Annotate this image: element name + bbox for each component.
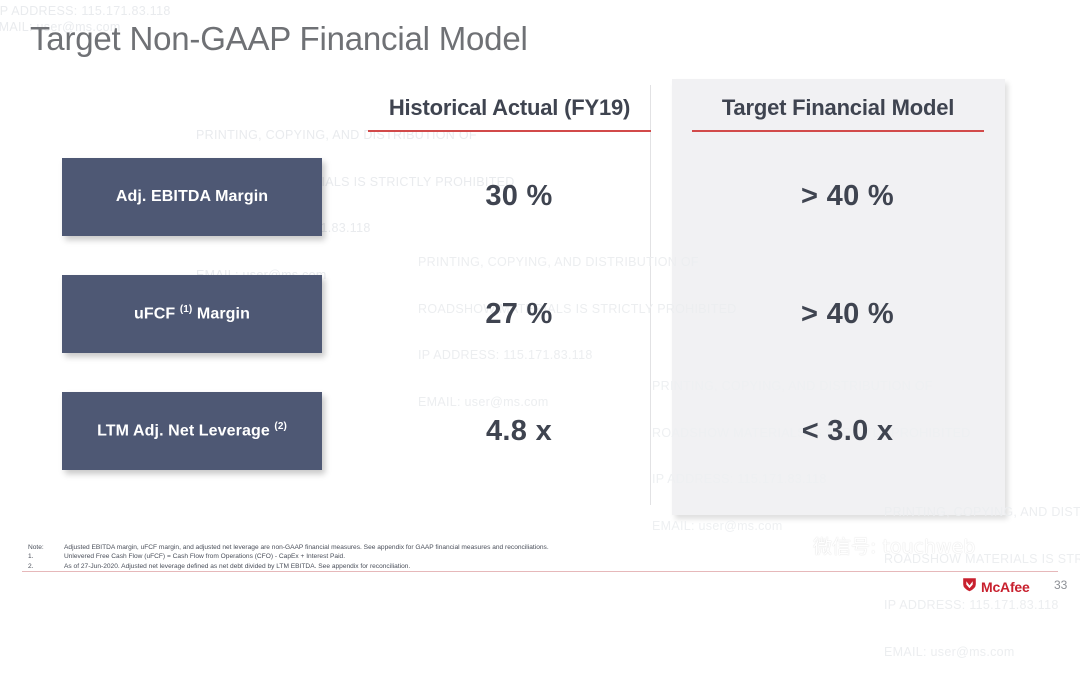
metric-label-superscript: (1) — [179, 304, 193, 316]
column-divider — [650, 85, 651, 505]
column-header-target: Target Financial Model — [692, 95, 984, 132]
footnote-note-label: Note: — [28, 544, 44, 551]
footer-divider — [22, 571, 1058, 572]
footnotes: Note: Adjusted EBITDA margin, uFCF margi… — [28, 543, 549, 571]
metric-label-text: uFCF — [134, 305, 180, 323]
watermark-line-ip: IP ADDRESS: 115.171.83.118 — [0, 4, 171, 18]
footnote-marker: 1. — [28, 553, 34, 561]
watermark-line-4: EMAIL: user@ms.com — [884, 644, 1015, 659]
watermark-line-3: IP ADDRESS: 115.171.83.118 — [884, 598, 1059, 612]
metric-label-superscript: (2) — [274, 421, 287, 433]
wechat-watermark: 微信号: touchweb — [775, 531, 975, 559]
metric-box-adj-ebitda-margin: Adj. EBITDA Margin — [62, 158, 322, 236]
metric-box-ufcf-margin: uFCF (1) Margin — [62, 275, 322, 353]
wechat-handle: 微信号: touchweb — [813, 535, 976, 558]
footnote-text: As of 27-Jun-2020. Adjusted net leverage… — [64, 562, 411, 570]
metric-label: Adj. EBITDA Margin — [116, 188, 268, 206]
footnote-marker: 2. — [28, 562, 34, 570]
column-header-target-rule — [692, 130, 984, 132]
value-historical-ltm-adj-net-leverage: 4.8 x — [486, 415, 552, 447]
footnote-text: Unlevered Free Cash Flow (uFCF) = Cash F… — [64, 553, 346, 561]
column-header-historical: Historical Actual (FY19) — [368, 95, 651, 132]
value-target-ltm-adj-net-leverage: < 3.0 x — [801, 415, 894, 447]
footnote-item-2: 2. As of 27-Jun-2020. Adjusted net lever… — [28, 562, 549, 571]
column-header-historical-label: Historical Actual (FY19) — [388, 95, 631, 120]
value-historical-adj-ebitda-margin: 30 % — [485, 180, 553, 212]
page-number: 33 — [1054, 578, 1068, 592]
brand-footer: McAfee — [962, 577, 1030, 597]
footnote-note-text: Adjusted EBITDA margin, uFCF margin, and… — [64, 544, 549, 551]
target-model-panel — [672, 79, 1005, 515]
column-header-historical-rule — [368, 130, 651, 132]
brand-name: McAfee — [981, 579, 1030, 595]
metric-label-text: LTM Adj. Net Leverage — [97, 422, 275, 440]
metric-label-text: Adj. EBITDA Margin — [115, 188, 269, 205]
page-title: Target Non-GAAP Financial Model — [30, 20, 528, 57]
metric-label: uFCF (1) Margin — [134, 304, 250, 323]
footnote-item-1: 1. Unlevered Free Cash Flow (uFCF) = Cas… — [28, 552, 549, 561]
mcafee-shield-icon — [962, 577, 977, 597]
value-target-adj-ebitda-margin: > 40 % — [801, 180, 894, 212]
column-header-target-label: Target Financial Model — [721, 95, 955, 120]
value-historical-ufcf-margin: 27 % — [485, 298, 553, 330]
value-target-ufcf-margin: > 40 % — [801, 298, 894, 330]
metric-label-tail: Margin — [192, 305, 250, 323]
footnote-note-row: Note: Adjusted EBITDA margin, uFCF margi… — [28, 543, 549, 552]
metric-label: LTM Adj. Net Leverage (2) — [97, 421, 287, 440]
watermark-top-left: IP ADDRESS: 115.171.83.118 — [0, 4, 171, 20]
metric-box-ltm-adj-net-leverage: LTM Adj. Net Leverage (2) — [62, 392, 322, 470]
wechat-icon — [775, 531, 805, 559]
slide-canvas: IP ADDRESS: 115.171.83.118 EMAIL: user@m… — [0, 4, 1080, 659]
